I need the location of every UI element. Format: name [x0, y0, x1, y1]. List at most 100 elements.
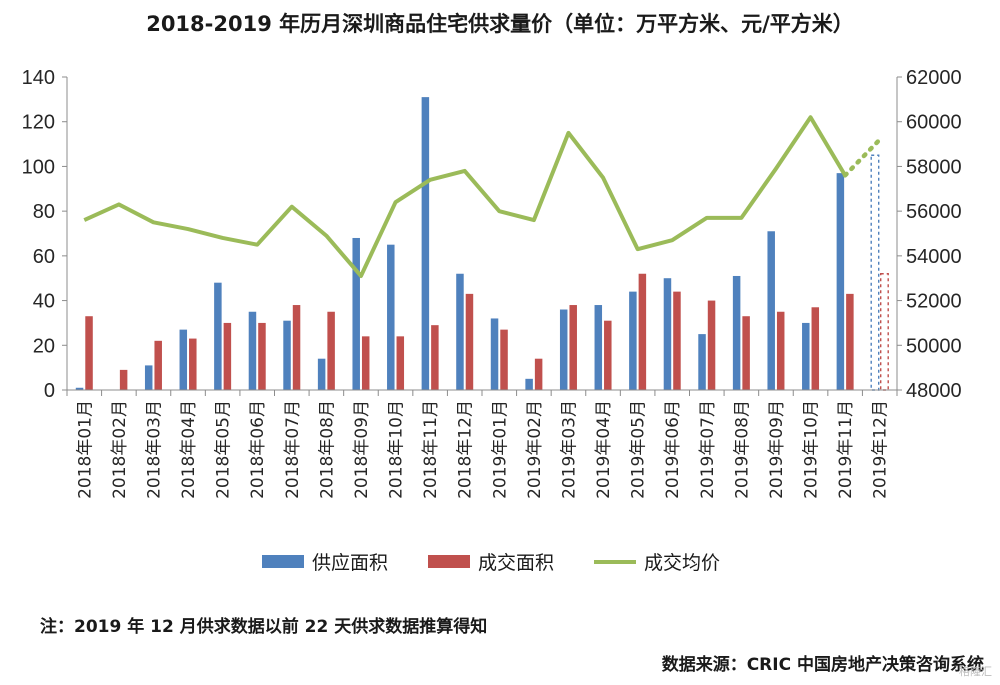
bar-supply: [525, 378, 533, 390]
bar-group: [75, 97, 889, 391]
chart-title: 2018-2019 年历月深圳商品住宅供求量价（单位：万平方米、元/平方米）: [146, 12, 854, 36]
bar-deal-area: [292, 305, 301, 390]
bar-supply: [594, 305, 603, 390]
x-tick-label: 2018年11月: [421, 400, 441, 499]
x-tick-label: 2018年10月: [387, 400, 407, 499]
legend-item-avg-price: 成交均价: [594, 548, 720, 575]
right-tick-label: 50000: [906, 335, 962, 357]
bar-supply: [629, 291, 637, 390]
x-tick-label: 2019年07月: [698, 400, 718, 499]
bar-deal-area: [396, 336, 405, 390]
x-tick-label: 2019年10月: [802, 400, 822, 499]
line-avg-price: [83, 115, 847, 278]
bar-deal-area: [811, 307, 820, 390]
x-tick-label: 2018年04月: [179, 400, 199, 499]
legend-label-avg-price: 成交均价: [644, 552, 721, 574]
left-tick-label: 60: [33, 246, 55, 268]
left-tick-label: 0: [44, 380, 55, 402]
bar-supply: [767, 231, 775, 390]
bar-supply: [663, 278, 672, 390]
bar-supply: [352, 237, 360, 390]
footnote: 注：2019 年 12 月供求数据以前 22 天供求数据推算得知: [40, 617, 488, 637]
x-tick-label: 2019年09月: [767, 400, 787, 499]
x-tick-label: 2019年11月: [836, 400, 856, 499]
legend-swatch-supply: [262, 555, 304, 568]
left-axis: 0 20 40 60 80 100 120 140: [22, 67, 68, 402]
legend-swatch-deal-area: [428, 555, 471, 568]
bar-supply: [421, 97, 430, 390]
source-label: 数据来源：CRIC 中国房地产决策咨询系统: [661, 655, 984, 675]
bar-supply: [490, 318, 499, 390]
x-tick-label: 2018年02月: [110, 400, 130, 499]
x-tick-labels: 2018年01月 2018年02月 2018年03月 2018年04月 2018年05月…: [66, 389, 898, 499]
right-tick-label: 60000: [906, 112, 962, 134]
left-tick-label: 80: [33, 201, 55, 223]
left-tick-label: 20: [33, 335, 55, 357]
bar-deal-area: [361, 336, 370, 390]
bar-supply: [698, 334, 706, 390]
x-tick-label: 2019年12月: [871, 400, 891, 499]
line-layer: [83, 115, 882, 278]
bar-deal-area: [465, 293, 474, 390]
left-tick-label: 140: [22, 67, 55, 89]
bar-deal-area: [569, 305, 577, 390]
bar-supply: [179, 329, 188, 390]
x-tick-label: 2019年03月: [559, 400, 579, 499]
bar-deal-area: [673, 291, 681, 390]
bar-supply: [456, 273, 464, 390]
x-tick-label: 2018年09月: [352, 400, 372, 499]
bar-supply: [144, 365, 153, 390]
bar-deal-area: [154, 340, 162, 390]
bar-deal-area: [327, 311, 335, 390]
right-tick-label: 52000: [906, 291, 962, 313]
legend-label-deal-area: 成交面积: [478, 552, 555, 574]
bar-supply: [283, 320, 291, 390]
legend-item-deal-area: 成交面积: [428, 548, 554, 575]
bar-supply: [75, 387, 84, 390]
bar-supply-estimated: [870, 154, 880, 391]
bar-deal-area: [119, 369, 128, 390]
bar-deal-area: [742, 316, 750, 390]
x-tick-label: 2018年12月: [456, 400, 476, 499]
bar-supply: [836, 173, 845, 390]
bar-deal-area: [707, 300, 716, 390]
bar-deal-area: [604, 320, 612, 390]
x-tick-label: 2018年01月: [75, 400, 95, 499]
left-tick-label: 40: [33, 291, 55, 313]
x-tick-label: 2019年04月: [594, 400, 614, 499]
legend: 供应面积 成交面积 成交均价: [262, 548, 720, 575]
x-tick-label: 2019年06月: [663, 400, 683, 499]
bar-supply: [248, 311, 257, 390]
bar-deal-area: [846, 293, 854, 390]
bar-supply: [214, 282, 222, 390]
x-tick-label: 2018年07月: [283, 400, 303, 499]
bar-deal-area: [534, 358, 543, 390]
bar-deal-area-estimated: [880, 273, 889, 391]
bar-deal-area: [85, 316, 93, 390]
legend-label-supply: 供应面积: [312, 552, 389, 574]
x-tick-label: 2019年02月: [525, 400, 545, 499]
x-tick-label: 2018年08月: [317, 400, 337, 499]
watermark: 格隆汇: [959, 665, 992, 678]
bar-supply: [802, 322, 810, 390]
right-tick-label: 54000: [906, 246, 962, 268]
legend-swatch-avg-price: [594, 559, 637, 564]
right-tick-label: 56000: [906, 201, 962, 223]
right-tick-label: 62000: [906, 67, 962, 89]
x-tick-label: 2018年06月: [248, 400, 268, 499]
bar-deal-area: [189, 338, 197, 390]
right-axis: 48000 50000 52000 54000 56000 58000 60000 62000: [896, 67, 962, 402]
bar-deal-area: [431, 325, 439, 390]
bar-supply: [387, 244, 395, 390]
right-tick-label: 48000: [906, 380, 962, 402]
bar-deal-area: [500, 329, 508, 390]
x-tick-label: 2018年05月: [214, 400, 234, 499]
bar-deal-area: [776, 311, 785, 390]
bar-supply: [732, 275, 741, 390]
left-tick-label: 120: [22, 112, 55, 134]
x-tick-label: 2019年08月: [732, 400, 752, 499]
bar-deal-area: [638, 273, 647, 390]
x-tick-label: 2018年03月: [144, 400, 164, 499]
x-tick-label: 2019年05月: [629, 400, 649, 499]
